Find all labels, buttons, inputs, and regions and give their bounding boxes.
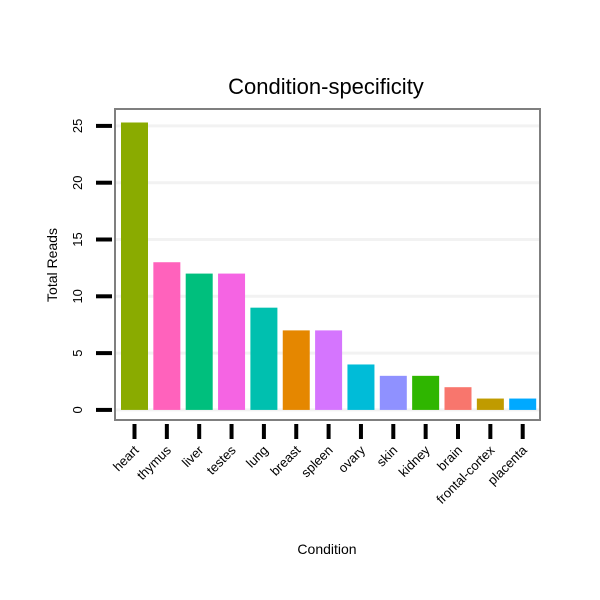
y-axis-ticks: 0 5 10 15 20 25 xyxy=(70,119,112,414)
y-tick-label-0: 0 xyxy=(70,406,85,413)
bar-kidney xyxy=(412,375,440,410)
y-axis-label: Total Reads xyxy=(44,228,60,302)
bars xyxy=(121,122,537,410)
bar-liver xyxy=(185,273,213,410)
bar-testes xyxy=(218,273,246,410)
x-axis-label: Condition xyxy=(297,541,356,557)
bar-heart xyxy=(121,122,148,410)
bar-brain xyxy=(444,387,472,410)
bar-lung xyxy=(250,307,278,410)
bar-ovary xyxy=(347,364,375,410)
bar-breast xyxy=(282,330,310,410)
plot-border xyxy=(114,108,541,421)
bar-thymus xyxy=(153,262,181,410)
bar-frontal-cortex xyxy=(476,398,504,410)
y-tick-label-4: 20 xyxy=(70,175,85,189)
bar-placenta xyxy=(509,398,537,410)
y-tick-label-5: 25 xyxy=(70,119,85,133)
bar-spleen xyxy=(315,330,343,410)
bar-skin xyxy=(379,375,407,410)
chart-title: Condition-specificity xyxy=(228,74,424,99)
y-tick-label-3: 15 xyxy=(70,232,85,246)
y-tick-label-2: 10 xyxy=(70,289,85,303)
y-tick-label-1: 5 xyxy=(70,349,85,356)
